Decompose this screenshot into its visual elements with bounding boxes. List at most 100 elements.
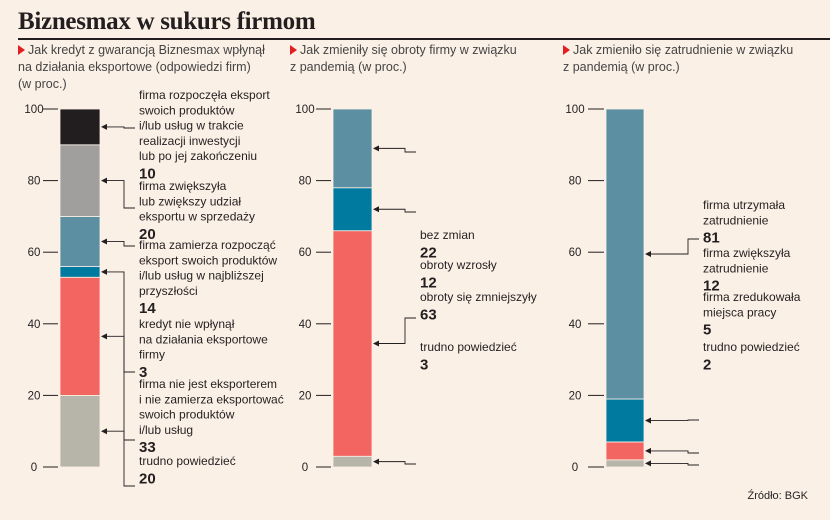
connector-line xyxy=(650,462,699,466)
y-tick-label: 80 xyxy=(569,176,582,188)
y-tick-label: 60 xyxy=(569,247,582,259)
chart-1: 0 20 40 60 80 100 trudno powiedzieć 20 firma nie… xyxy=(24,88,283,487)
arrow-head-icon xyxy=(101,123,107,130)
segment-label: trudno powiedzieć xyxy=(420,340,517,354)
chart-3: 0 20 40 60 80 100 trudno powiedzieć 2 firma zred… xyxy=(565,104,800,474)
y-tick-label: 20 xyxy=(28,390,41,402)
bar-segment xyxy=(605,459,645,468)
segment-label: na działania eksportowe xyxy=(139,332,268,346)
segment-label: obroty się zmniejszyły xyxy=(420,290,537,304)
segment-label: firma utrzymała xyxy=(703,198,785,212)
segment-label: firma nie jest eksporterem xyxy=(139,377,277,391)
subtitle-line: z pandemią (w proc.) xyxy=(290,60,407,74)
segment-label: swoich produktów xyxy=(139,103,235,117)
segment-value: 22 xyxy=(420,244,437,261)
y-tick-label: 60 xyxy=(28,247,41,259)
connector-line xyxy=(106,126,135,129)
title-rule xyxy=(18,38,830,40)
segment-label: kredyt nie wpłynął xyxy=(139,317,235,331)
subtitle-line: na działania eksportowe (odpowiedzi firm… xyxy=(18,60,251,74)
bar-segment xyxy=(605,398,645,443)
segment-label: miejsca pracy xyxy=(703,305,776,319)
y-tick-label: 40 xyxy=(569,319,582,331)
segment-label: firma zwiększyła xyxy=(139,179,227,193)
connector-line xyxy=(106,430,135,487)
y-tick-label: 0 xyxy=(302,462,308,474)
bar-segment xyxy=(59,215,101,267)
segment-value: 20 xyxy=(139,226,156,243)
connector-line xyxy=(378,208,416,213)
connector-line xyxy=(106,180,135,209)
segment-value: 12 xyxy=(420,274,437,291)
segment-label: i/lub usług w trakcie xyxy=(139,119,244,133)
segment-label: firma zamierza rozpocząć xyxy=(139,238,276,252)
y-tick-label: 0 xyxy=(31,462,37,474)
y-tick-label: 20 xyxy=(569,390,582,402)
connector-line xyxy=(650,450,699,454)
y-tick-label: 80 xyxy=(28,176,41,188)
segment-value: 63 xyxy=(420,306,437,323)
bar-segment xyxy=(605,108,645,400)
y-tick-label: 0 xyxy=(572,462,578,474)
arrow-head-icon xyxy=(373,206,379,213)
segment-label: obroty wzrosły xyxy=(420,258,497,272)
segment-value: 12 xyxy=(703,278,720,295)
segment-value: 2 xyxy=(703,356,711,373)
arrow-head-icon xyxy=(373,145,379,152)
segment-label: firma zredukowała xyxy=(703,290,801,304)
chart-1-subtitle: Jak kredyt z gwarancją Biznesmax wpłynął… xyxy=(18,42,278,93)
segment-label: eksportu w sprzedaży xyxy=(139,210,255,224)
segment-value: 3 xyxy=(139,364,147,381)
segment-label: przyszłości xyxy=(139,284,198,298)
connector-line xyxy=(378,147,416,153)
segment-label: i nie zamierza eksportować xyxy=(139,392,284,406)
bar-segment xyxy=(59,108,101,146)
arrow-head-icon xyxy=(645,417,651,424)
segment-label: swoich produktów xyxy=(139,408,235,422)
chart-2: 0 20 40 60 80 100 trudno powiedzieć 3 obroty się… xyxy=(295,104,536,474)
subtitle-line: Jak kredyt z gwarancją Biznesmax wpłynął xyxy=(28,43,265,57)
segment-label: trudno powiedzieć xyxy=(139,454,236,468)
segment-label: firmy xyxy=(139,348,165,362)
red-triangle-icon xyxy=(18,45,25,55)
y-tick-label: 20 xyxy=(299,390,312,402)
segment-label: i/lub usług xyxy=(139,423,193,437)
subtitle-line: z pandemią (w proc.) xyxy=(563,60,680,74)
segment-label: realizacji inwestycji xyxy=(139,134,240,148)
segment-value: 3 xyxy=(420,356,428,373)
y-tick-label: 80 xyxy=(299,176,312,188)
y-tick-label: 100 xyxy=(565,104,584,116)
bar-segment xyxy=(332,230,373,457)
arrow-head-icon xyxy=(101,238,107,245)
segment-label: zatrudnienie xyxy=(703,213,769,227)
arrow-head-icon xyxy=(373,340,379,347)
subtitle-line: Jak zmieniły się obroty firmy w związku xyxy=(300,43,517,57)
chart-3-subtitle: Jak zmieniło się zatrudnienie w związku z… xyxy=(563,42,823,76)
connector-line xyxy=(106,335,135,441)
bar-segment xyxy=(59,266,101,278)
connector-line xyxy=(650,238,699,255)
segment-label: lub po jej zakończeniu xyxy=(139,149,257,163)
arrow-head-icon xyxy=(645,250,651,257)
segment-label: i/lub usług w najbliższej xyxy=(139,269,264,283)
red-triangle-icon xyxy=(563,45,570,55)
arrow-head-icon xyxy=(101,177,107,184)
arrow-head-icon xyxy=(645,447,651,454)
segment-value: 10 xyxy=(139,166,156,183)
y-tick-label: 100 xyxy=(24,104,43,116)
segment-label: eksport swoich produktów xyxy=(139,253,277,267)
connector-line xyxy=(378,317,416,344)
segment-label: trudno powiedzieć xyxy=(703,340,800,354)
bar-segment xyxy=(59,276,101,396)
bar-segment xyxy=(59,394,101,468)
arrow-head-icon xyxy=(101,428,107,435)
y-tick-label: 60 xyxy=(299,247,312,259)
segment-value: 14 xyxy=(139,300,156,317)
segment-label: lub zwiększy udział xyxy=(139,194,241,208)
y-tick-label: 40 xyxy=(299,319,312,331)
connector-line xyxy=(106,241,135,247)
bar-segment xyxy=(59,144,101,217)
segment-value: 33 xyxy=(139,439,156,456)
source-note: Źródło: BGK xyxy=(747,490,808,502)
